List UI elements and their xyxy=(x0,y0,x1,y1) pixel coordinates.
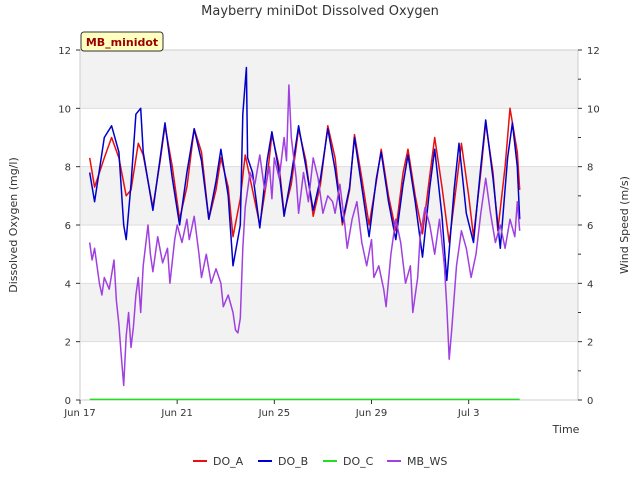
y2-tick-label: 8 xyxy=(587,163,593,174)
y2-axis-label: Wind Speed (m/s) xyxy=(618,176,631,274)
y2-tick-label: 6 xyxy=(587,221,593,232)
x-tick-label: Jun 29 xyxy=(355,408,388,419)
legend-label: DO_B xyxy=(278,455,308,468)
y-tick-label: 6 xyxy=(65,221,71,232)
series-line-mb-ws xyxy=(88,84,521,387)
x-tick-label: Jul 3 xyxy=(457,408,480,419)
y2-tick-label: 12 xyxy=(587,46,600,57)
legend-label: DO_A xyxy=(213,455,244,468)
chart-title: Mayberry miniDot Dissolved Oxygen xyxy=(201,4,439,19)
y-tick-label: 4 xyxy=(65,279,71,290)
right-axis-ticks: 0 2 4 6 8 10 12 xyxy=(578,46,600,407)
y2-tick-label: 10 xyxy=(587,104,600,115)
series-line-do-b xyxy=(88,66,521,282)
series-lines xyxy=(88,66,521,401)
legend-label: MB_WS xyxy=(407,455,447,468)
station-tag: MB_minidot xyxy=(80,31,164,52)
x-tick-label: Jun 17 xyxy=(63,408,96,419)
background-band xyxy=(80,283,578,342)
station-tag-label: MB_minidot xyxy=(86,36,158,49)
background-band xyxy=(80,50,578,109)
x-tick-label: Jun 21 xyxy=(160,408,193,419)
y2-tick-label: 4 xyxy=(587,279,593,290)
y-tick-label: 0 xyxy=(65,396,71,407)
x-tick-label: Jun 25 xyxy=(258,408,291,419)
y-tick-label: 12 xyxy=(58,46,71,57)
legend-label: DO_C xyxy=(343,455,374,468)
y-tick-label: 10 xyxy=(58,104,71,115)
station-tag-box xyxy=(80,31,164,52)
y2-tick-label: 0 xyxy=(587,396,593,407)
y2-tick-label: 2 xyxy=(587,338,593,349)
x-axis-label: Time xyxy=(552,423,580,436)
left-axis-ticks: 0 2 4 6 8 10 12 xyxy=(58,46,80,407)
y-tick-label: 8 xyxy=(65,163,71,174)
legend: DO_A DO_B DO_C MB_WS xyxy=(193,455,447,468)
y-tick-label: 2 xyxy=(65,338,71,349)
x-axis-ticks: Jun 17 Jun 21 Jun 25 Jun 29 Jul 3 xyxy=(63,400,479,419)
y-axis-label: Dissolved Oxygen (mg/l) xyxy=(7,157,20,292)
